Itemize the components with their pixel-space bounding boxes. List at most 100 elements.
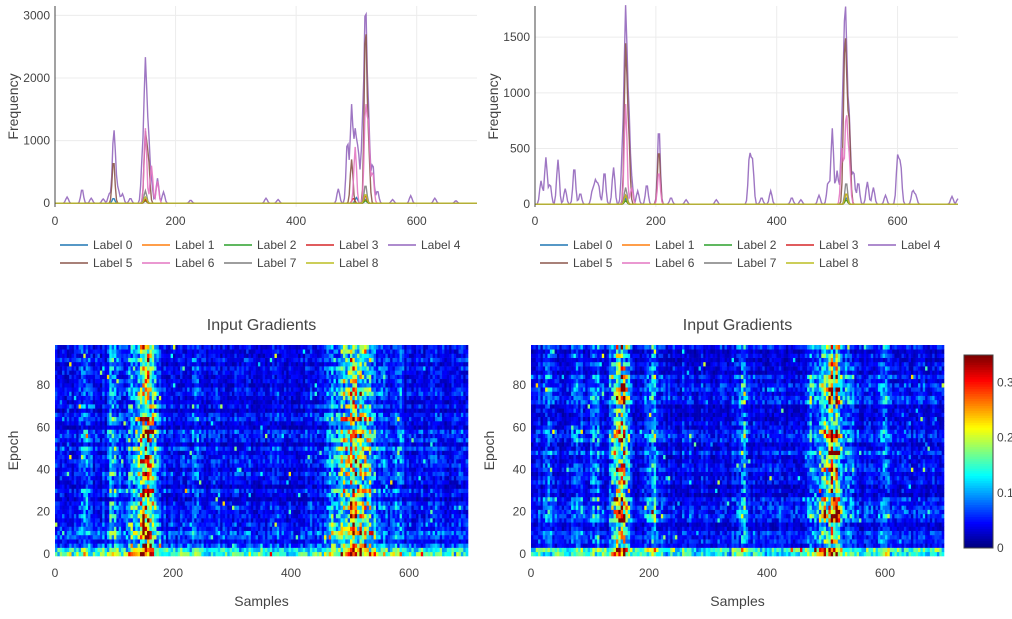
- heat-cell: [428, 548, 431, 553]
- heat-cell: [166, 497, 169, 502]
- heat-cell: [140, 514, 143, 519]
- heat-cell: [286, 497, 289, 502]
- heat-cell: [279, 510, 282, 515]
- heat-cell: [128, 535, 131, 540]
- heat-cell: [282, 488, 285, 493]
- heat-cell: [258, 467, 261, 472]
- heat-cell: [331, 543, 334, 548]
- heat-cell: [100, 510, 103, 515]
- heat-cell: [282, 548, 285, 553]
- heat-cell: [249, 480, 252, 485]
- heat-cell: [343, 472, 346, 477]
- heat-cell: [138, 488, 141, 493]
- heat-cell: [423, 505, 426, 510]
- heat-cell: [381, 522, 384, 527]
- heat-cell: [298, 510, 301, 515]
- heat-cell: [381, 451, 384, 456]
- heat-cell: [284, 531, 287, 536]
- heat-cell: [274, 497, 277, 502]
- heat-cell: [404, 463, 407, 468]
- heat-cell: [390, 493, 393, 498]
- heat-cell: [149, 484, 152, 489]
- heat-cell: [116, 535, 119, 540]
- heat-cell: [161, 514, 164, 519]
- heat-cell: [69, 514, 72, 519]
- heat-cell: [367, 493, 370, 498]
- heat-cell: [435, 531, 438, 536]
- heat-cell: [352, 455, 355, 460]
- heat-cell: [220, 522, 223, 527]
- heat-cell: [147, 501, 150, 506]
- heat-cell: [230, 510, 233, 515]
- heat-cell: [180, 438, 183, 443]
- heat-cell: [409, 488, 412, 493]
- heat-cell: [208, 488, 211, 493]
- heat-cell: [440, 497, 443, 502]
- heat-cell: [107, 552, 110, 557]
- heat-cell: [357, 446, 360, 451]
- heat-cell: [142, 548, 145, 553]
- heat-cell: [421, 480, 424, 485]
- heat-cell: [116, 484, 119, 489]
- heat-cell: [274, 484, 277, 489]
- heat-cell: [376, 535, 379, 540]
- heat-cell: [300, 438, 303, 443]
- heat-cell: [69, 467, 72, 472]
- heat-cell: [185, 543, 188, 548]
- heat-cell: [388, 505, 391, 510]
- heat-cell: [154, 548, 157, 553]
- heat-cell: [86, 510, 89, 515]
- heat-cell: [225, 522, 228, 527]
- heat-cell: [355, 463, 358, 468]
- heat-cell: [211, 451, 214, 456]
- heat-cell: [402, 476, 405, 481]
- heat-cell: [433, 543, 436, 548]
- heat-cell: [225, 484, 228, 489]
- heat-cell: [72, 501, 75, 506]
- heat-cell: [395, 510, 398, 515]
- heat-cell: [369, 535, 372, 540]
- heat-cell: [190, 463, 193, 468]
- heat-cell: [418, 518, 421, 523]
- heat-cell: [388, 459, 391, 464]
- heat-cell: [72, 514, 75, 519]
- heat-cell: [192, 510, 195, 515]
- heat-cell: [402, 442, 405, 447]
- heat-cell: [100, 526, 103, 531]
- heat-cell: [409, 497, 412, 502]
- heat-cell: [211, 552, 214, 557]
- heat-cell: [140, 442, 143, 447]
- heat-cell: [109, 548, 112, 553]
- heat-cell: [317, 467, 320, 472]
- heat-cell: [444, 531, 447, 536]
- heat-cell: [154, 442, 157, 447]
- heat-cell: [392, 543, 395, 548]
- heat-cell: [463, 459, 466, 464]
- heat-cell: [100, 535, 103, 540]
- heat-cell: [121, 505, 124, 510]
- heat-cell: [293, 442, 296, 447]
- heat-cell: [265, 501, 268, 506]
- heat-cell: [345, 488, 348, 493]
- heat-cell: [76, 518, 79, 523]
- heat-cell: [121, 493, 124, 498]
- heat-cell: [272, 451, 275, 456]
- heat-cell: [407, 438, 410, 443]
- heat-cell: [333, 535, 336, 540]
- heat-cell: [333, 514, 336, 519]
- heat-cell: [315, 488, 318, 493]
- heat-cell: [88, 493, 91, 498]
- heat-cell: [315, 535, 318, 540]
- heat-cell: [378, 539, 381, 544]
- heat-cell: [256, 539, 259, 544]
- heat-cell: [178, 505, 181, 510]
- heat-cell: [102, 442, 105, 447]
- heat-cell: [159, 446, 162, 451]
- heat-cell: [119, 472, 122, 477]
- heat-cell: [407, 539, 410, 544]
- heat-cell: [74, 488, 77, 493]
- heat-cell: [138, 455, 141, 460]
- heat-cell: [312, 480, 315, 485]
- heat-cell: [336, 522, 339, 527]
- heat-cell: [204, 484, 207, 489]
